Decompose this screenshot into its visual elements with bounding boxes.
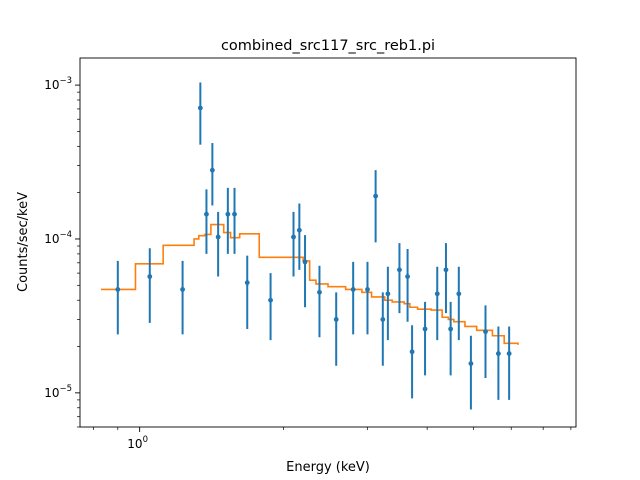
y-tick-label: 10−4: [44, 230, 72, 246]
data-point: [483, 329, 488, 335]
data-point: [333, 317, 339, 322]
data-point: [268, 297, 273, 303]
data-point: [204, 211, 209, 217]
plot-frame: [79, 57, 577, 428]
x-tick-label: 100: [127, 435, 148, 451]
data-point: [180, 287, 185, 292]
data-point: [397, 267, 402, 273]
data-point: [385, 291, 391, 297]
data-point: [448, 326, 454, 332]
data-point: [456, 291, 462, 297]
y-tick-exponent: −3: [59, 76, 72, 86]
data-point: [434, 291, 440, 297]
y-tick-exponent: −5: [59, 384, 72, 394]
data-point: [232, 211, 237, 217]
data-point: [296, 227, 302, 233]
data-point: [506, 351, 512, 356]
x-axis-label: Energy (keV): [286, 460, 370, 475]
y-tick-label: 10−3: [44, 76, 72, 92]
data-point: [225, 211, 231, 217]
data-point: [468, 361, 474, 366]
data-point: [302, 259, 308, 265]
data-point: [147, 274, 153, 279]
data-point: [373, 193, 379, 199]
data-point: [405, 274, 410, 279]
x-tick-exponent: 0: [143, 435, 148, 445]
data-point: [317, 289, 322, 295]
y-tick-label: 10−5: [44, 384, 72, 400]
y-tick-exponent: −4: [59, 230, 72, 240]
data-point: [244, 280, 250, 286]
data-point: [443, 267, 449, 273]
y-axis-label: Counts/sec/keV: [16, 192, 31, 292]
data-point: [215, 234, 221, 240]
data-point: [422, 326, 428, 332]
data-point: [409, 349, 415, 355]
data-point: [350, 287, 356, 292]
chart-title: combined_src117_src_reb1.pi: [221, 38, 435, 54]
data-point: [197, 105, 203, 111]
data-point: [115, 287, 121, 292]
data-point: [209, 167, 215, 173]
data-point: [291, 234, 296, 240]
model-step-line: [101, 223, 519, 345]
data-point: [380, 317, 386, 322]
data-point: [365, 287, 370, 292]
data-point: [495, 351, 501, 356]
ticks-layer: 100 10−5 10−4 10−3: [44, 76, 572, 451]
series-layer: [101, 82, 519, 410]
